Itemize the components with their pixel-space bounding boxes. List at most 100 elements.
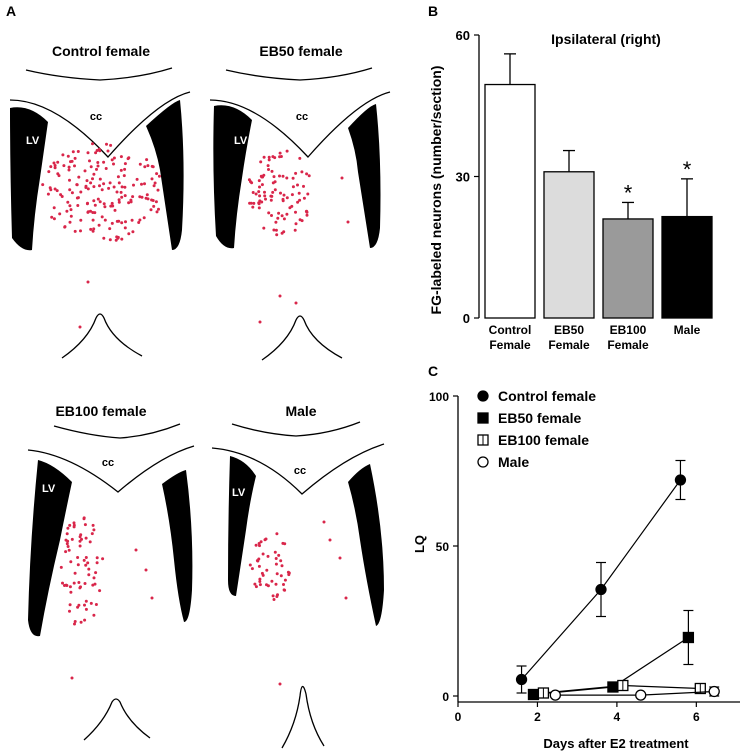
neuron-dot: [89, 227, 93, 231]
lv-label: LV: [234, 135, 248, 147]
brain-section-eb50: EB50 female cc LV: [209, 43, 391, 361]
category-label: Control: [489, 323, 532, 337]
x-tick-label: 6: [693, 710, 700, 724]
neuron-dot: [64, 550, 68, 554]
neuron-dot: [144, 568, 148, 572]
neuron-dot: [120, 221, 124, 225]
neuron-dot: [63, 225, 67, 229]
neuron-dot: [119, 155, 123, 159]
neuron-dot: [252, 201, 256, 205]
neuron-dot: [65, 532, 69, 536]
neuron-dot: [65, 542, 69, 546]
neuron-dot: [290, 193, 294, 197]
neuron-dot: [120, 237, 124, 241]
neuron-dot: [104, 167, 108, 170]
neuron-dot: [124, 220, 127, 224]
neuron-dot: [91, 583, 95, 587]
bar-chart: Ipsilateral (right) FG-labeled neurons (…: [428, 28, 713, 352]
neuron-dot: [263, 190, 266, 194]
x-tick-label: 4: [614, 710, 621, 724]
series-line: [555, 690, 715, 696]
neuron-dot: [254, 192, 258, 196]
neuron-dot: [83, 523, 87, 527]
neuron-dot: [109, 143, 113, 147]
data-point: [515, 673, 528, 686]
neuron-dot: [107, 186, 111, 190]
labeled-neuron-dots: [41, 142, 161, 242]
neuron-dot: [62, 164, 66, 168]
neuron-dot: [155, 172, 159, 176]
neuron-dot: [123, 226, 127, 230]
neuron-dot: [258, 583, 262, 587]
neuron-dot: [91, 218, 95, 222]
bar: [602, 218, 654, 319]
neuron-dot: [340, 176, 344, 180]
neuron-dot: [250, 567, 254, 571]
neuron-dot: [269, 198, 273, 202]
neuron-dot: [281, 197, 285, 201]
neuron-dot: [78, 539, 82, 543]
neuron-dot: [88, 540, 92, 544]
cc-label: cc: [294, 465, 306, 477]
neuron-dot: [294, 171, 298, 175]
neuron-dot: [271, 594, 275, 598]
neuron-dot: [52, 217, 56, 221]
neuron-dot: [103, 218, 107, 222]
neuron-dot: [53, 166, 57, 170]
neuron-dot: [265, 568, 269, 572]
neuron-dot: [86, 151, 90, 155]
neuron-dot: [322, 520, 326, 524]
neuron-dot: [150, 164, 154, 168]
neuron-dot: [73, 620, 77, 623]
neuron-dot: [84, 186, 88, 189]
neuron-dot: [281, 541, 285, 545]
neuron-dot: [109, 204, 113, 208]
bar-chart-y-label: FG-labeled neurons (number/section): [428, 66, 444, 315]
neuron-dot: [282, 217, 286, 221]
neuron-dot: [100, 188, 104, 192]
neuron-dot: [117, 200, 121, 204]
neuron-dot: [69, 208, 73, 212]
neuron-dot: [123, 185, 127, 189]
neuron-dot: [79, 229, 82, 233]
lateral-ventricle-left: [10, 107, 48, 251]
neuron-dot: [67, 165, 71, 169]
outer-outline: [25, 67, 173, 81]
neuron-dot: [296, 200, 300, 204]
neuron-dot: [105, 142, 108, 146]
neuron-dot: [78, 535, 82, 539]
neuron-dot: [70, 676, 74, 680]
neuron-dot: [66, 526, 70, 530]
neuron-dot: [87, 567, 91, 571]
neuron-dot: [306, 192, 310, 196]
neuron-dot: [143, 182, 146, 186]
neuron-dot: [70, 159, 74, 163]
neuron-dot: [149, 208, 153, 212]
y-tick-label: 50: [436, 540, 450, 554]
neuron-dot: [344, 596, 348, 600]
neuron-dot: [338, 556, 342, 560]
neuron-dot: [66, 200, 70, 204]
neuron-dot: [78, 325, 82, 329]
neuron-dot: [267, 211, 271, 215]
neuron-dot: [92, 528, 96, 532]
data-point: [477, 412, 489, 424]
neuron-dot: [112, 185, 116, 189]
y-tick-label: 30: [456, 170, 470, 185]
significance-asterisk: *: [624, 180, 633, 205]
neuron-dot: [270, 214, 273, 217]
neuron-dot: [272, 598, 276, 601]
line-chart-x-label: Days after E2 treatment: [543, 736, 689, 751]
neuron-dot: [86, 210, 90, 214]
neuron-dot: [298, 156, 302, 160]
neuron-dot: [257, 179, 261, 183]
neuron-dot: [82, 558, 86, 562]
neuron-dot: [92, 613, 96, 617]
neuron-dot: [102, 160, 106, 164]
bar: [543, 171, 595, 319]
neuron-dot: [282, 583, 285, 586]
neuron-dot: [72, 525, 76, 529]
neuron-dot: [68, 204, 72, 208]
neuron-dot: [96, 161, 100, 164]
